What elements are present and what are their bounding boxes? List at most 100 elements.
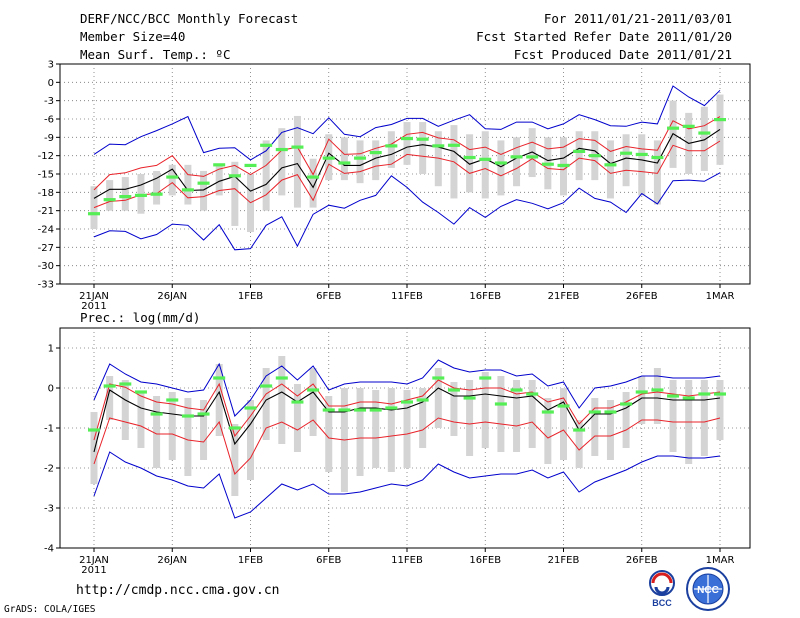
spread-box: [466, 134, 474, 193]
spread-box: [419, 388, 427, 448]
marker-dash: [588, 154, 601, 158]
spread-box: [325, 396, 333, 472]
spread-box: [293, 384, 301, 452]
marker-dash: [338, 408, 351, 412]
marker-dash: [260, 384, 273, 388]
spread-box: [184, 164, 192, 205]
marker-dash: [307, 388, 320, 392]
x-tick-label: 1FEB: [238, 291, 263, 302]
marker-dash: [401, 136, 413, 141]
grads-credit: GrADS: COLA/IGES: [4, 604, 96, 615]
spread-box: [669, 380, 677, 452]
marker-dash: [714, 392, 726, 396]
marker-dash: [338, 161, 351, 165]
marker-dash: [228, 174, 241, 178]
marker-dash: [401, 400, 413, 404]
y-tick-label: -2: [44, 464, 54, 475]
marker-dash: [479, 157, 492, 161]
marker-dash: [604, 410, 617, 414]
marker-dash: [667, 394, 680, 398]
y-tick-label: -9: [44, 133, 54, 144]
marker-dash: [557, 163, 570, 168]
marker-dash: [588, 410, 601, 414]
ncc-logo: NCC: [686, 567, 730, 611]
fcst-started-label: Fcst Started Refer Date 2011/01/20: [476, 29, 732, 44]
spread-box: [419, 122, 427, 174]
x-tick-label: 26JAN: [157, 291, 187, 302]
y-tick-label: -24: [38, 225, 54, 236]
marker-dash: [385, 144, 398, 148]
marker-dash: [213, 163, 226, 167]
spread-box: [121, 177, 129, 211]
svg-text:NCC: NCC: [697, 585, 719, 596]
x-tick-label: 26FEB: [626, 291, 658, 302]
svg-text:BCC: BCC: [652, 598, 672, 608]
spread-box: [278, 356, 286, 444]
marker-dash: [166, 398, 179, 402]
spread-box: [153, 396, 161, 468]
outer-lower-line: [93, 451, 721, 519]
marker-dash: [181, 188, 194, 192]
spread-box: [137, 392, 145, 448]
spread-box: [700, 106, 708, 171]
member-size-label: Member Size=40: [80, 29, 186, 44]
marker-dash: [698, 392, 711, 396]
marker-dash: [119, 195, 132, 199]
x-tick-label: 6FEB: [316, 291, 341, 302]
y-tick-label: -6: [44, 115, 54, 126]
marker-dash: [275, 147, 288, 152]
marker-dash: [698, 131, 711, 135]
marker-dash: [541, 162, 554, 166]
spread-box: [231, 161, 239, 226]
marker-dash: [510, 388, 523, 392]
spread-box: [106, 376, 114, 420]
marker-dash: [682, 396, 695, 400]
x-tick-label: 11FEB: [391, 291, 423, 302]
source-url: http://cmdp.ncc.cma.gov.cn: [76, 583, 280, 598]
inner-lower-line: [93, 417, 721, 475]
marker-dash: [667, 126, 680, 130]
spread-box: [434, 131, 442, 187]
spread-box: [293, 115, 301, 208]
y-tick-label: -18: [38, 188, 54, 199]
marker-dash: [275, 376, 288, 380]
spread-box: [403, 122, 411, 165]
spread-box: [575, 131, 583, 181]
marker-dash: [103, 384, 116, 388]
spread-box: [372, 390, 380, 468]
spread-box: [215, 164, 223, 196]
outer-lower-line: [93, 172, 721, 251]
marker-dash: [526, 155, 539, 159]
spread-box: [215, 364, 223, 436]
marker-dash: [354, 408, 367, 412]
marker-dash: [88, 212, 100, 216]
y-tick-label: 0: [48, 78, 54, 89]
marker-dash: [88, 428, 100, 432]
marker-dash: [416, 398, 429, 402]
spread-box: [638, 376, 646, 424]
x-year-label: 2011: [81, 301, 106, 312]
marker-dash: [635, 152, 648, 157]
spread-box: [387, 388, 395, 472]
chart-panel-1: 3 0 -3 -6 -9 -12 -15 -18 -21 -24 -27 -30 -33 21JAN 26J…: [38, 60, 751, 312]
spread-box: [247, 400, 254, 480]
y-tick-label: -15: [38, 170, 54, 181]
x-tick-label: 6FEB: [316, 555, 341, 566]
spread-box: [309, 368, 317, 436]
marker-dash: [307, 175, 320, 179]
marker-dash: [447, 388, 460, 392]
marker-dash: [479, 376, 492, 380]
marker-dash: [181, 414, 194, 418]
marker-dash: [369, 151, 382, 155]
x-tick-label: 1FEB: [238, 555, 263, 566]
spread-box: [387, 131, 395, 168]
inner-upper-line: [93, 379, 721, 441]
marker-dash: [635, 390, 648, 394]
spread-box: [168, 392, 176, 460]
spread-box: [278, 128, 286, 196]
spread-box: [481, 372, 489, 448]
marker-dash: [620, 151, 633, 155]
variable-label: Mean Surf. Temp.: ºC: [80, 47, 231, 62]
marker-dash: [557, 404, 570, 408]
marker-dash: [447, 143, 460, 147]
